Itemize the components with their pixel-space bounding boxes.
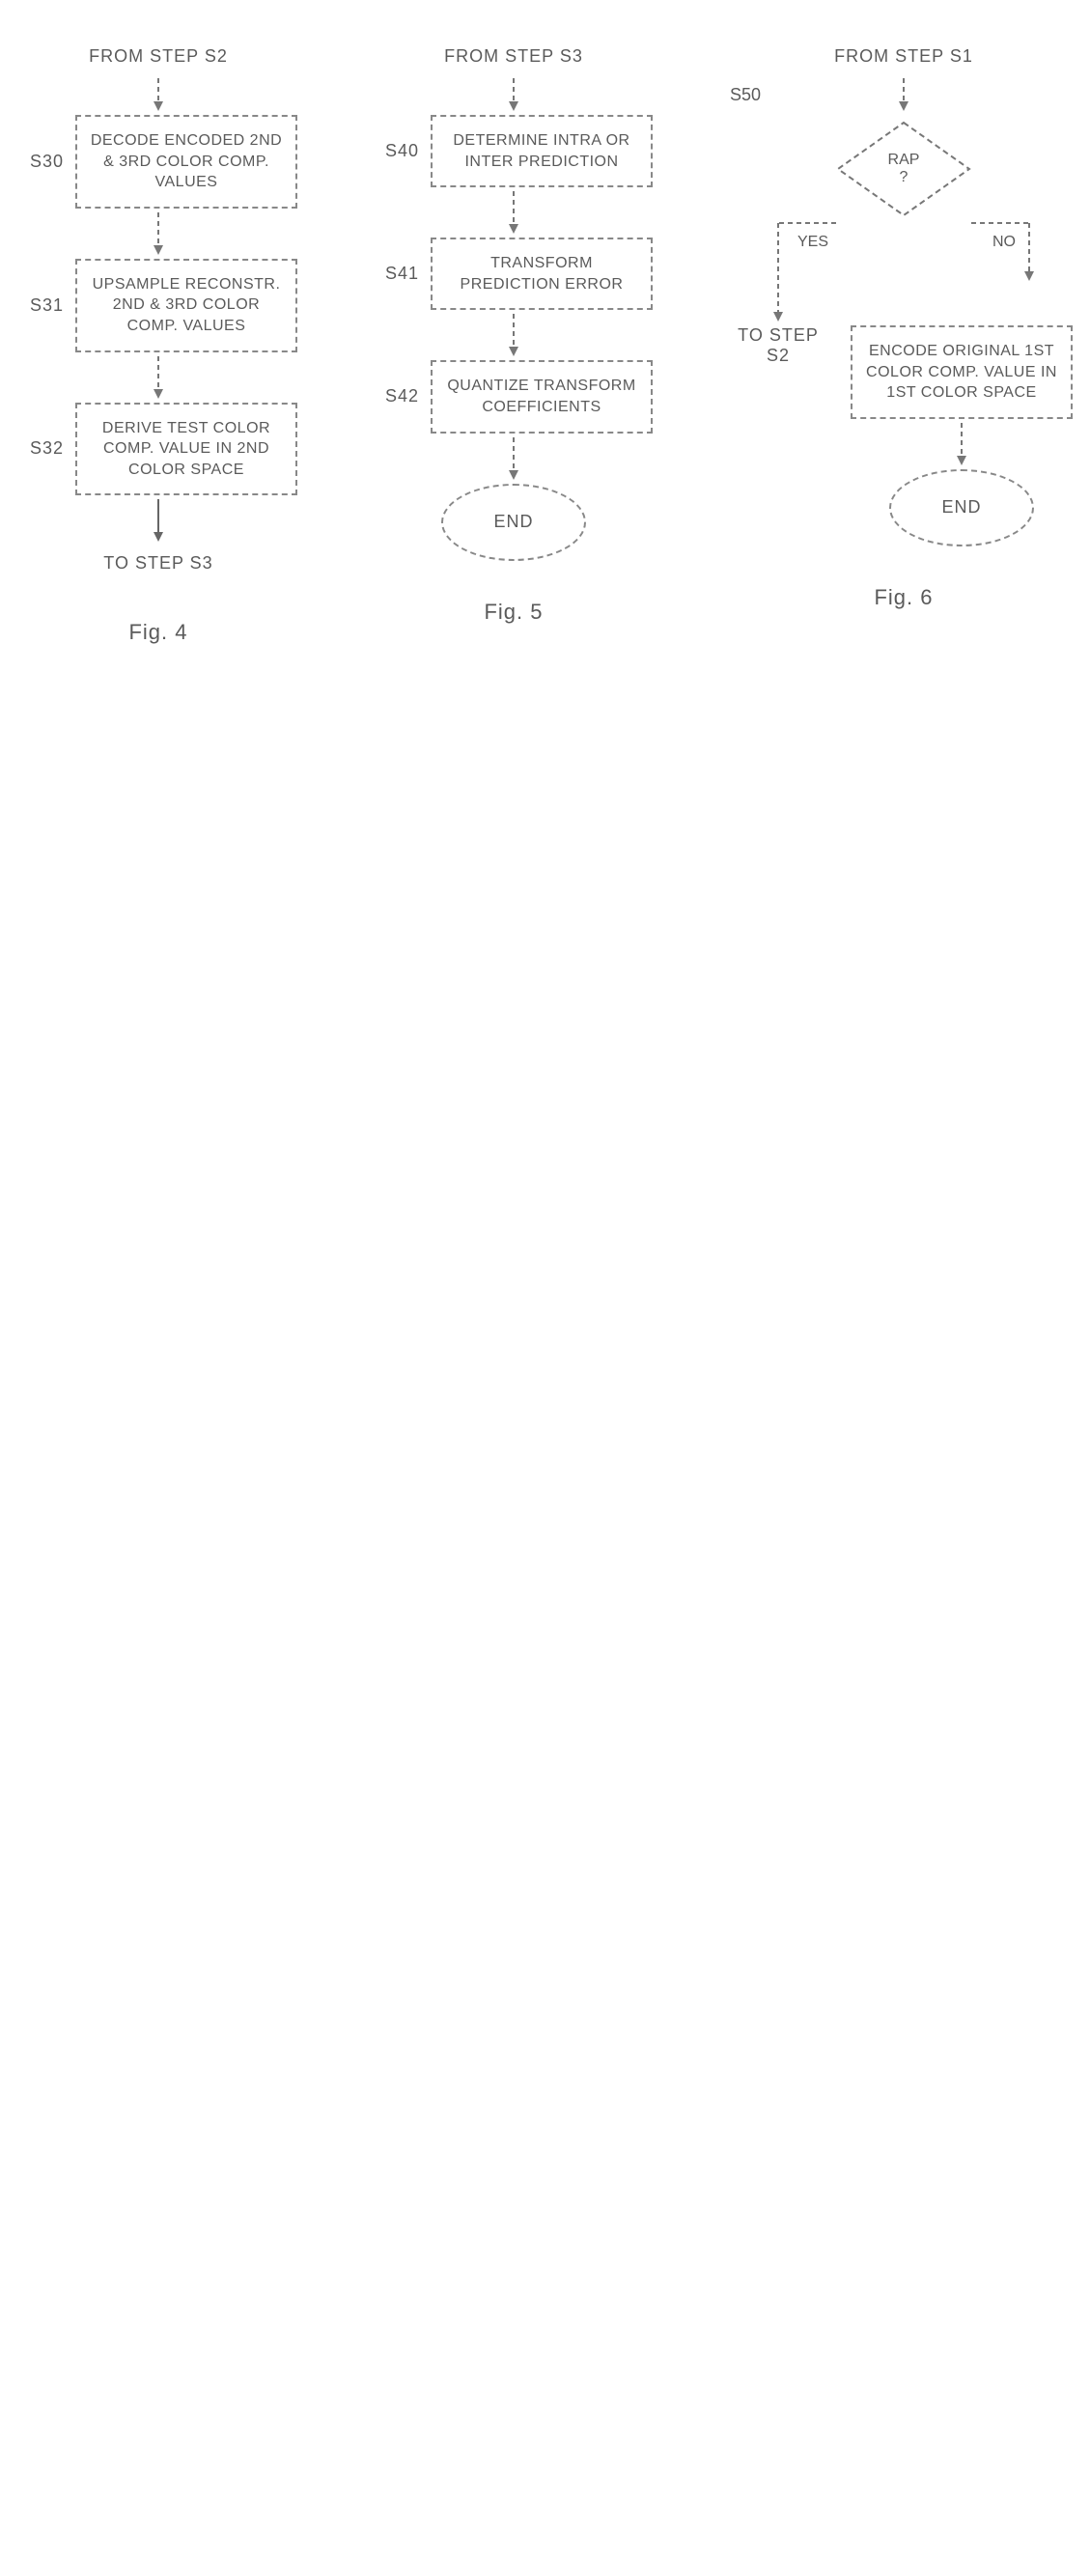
decision-diamond: RAP ? (836, 121, 971, 217)
step-id: S41 (375, 264, 419, 284)
step-id: S50 (730, 85, 761, 105)
arrow-icon (513, 314, 515, 356)
fig6-container: FROM STEP S1 S50 RAP ? (730, 39, 1077, 610)
step-id: S32 (19, 438, 64, 459)
process-box: QUANTIZE TRANSFORM COEFFICIENTS (431, 360, 653, 433)
arrow-icon (961, 423, 963, 465)
process-box: DECODE ENCODED 2ND & 3RD COLOR COMP. VAL… (75, 115, 297, 209)
process-box: DETERMINE INTRA OR INTER PREDICTION (431, 115, 653, 187)
decision-text: RAP (888, 152, 920, 169)
arrow-icon (903, 78, 905, 111)
arrow-icon (513, 191, 515, 234)
step-row: S30 DECODE ENCODED 2ND & 3RD COLOR COMP.… (19, 115, 297, 209)
flowchart-fig5: FROM STEP S3 S40 DETERMINE INTRA OR INTE… (375, 39, 653, 645)
process-box: ENCODE ORIGINAL 1ST COLOR COMP. VALUE IN… (851, 325, 1073, 419)
arrow-icon (157, 499, 159, 542)
yes-label: YES (797, 234, 828, 250)
page: FROM STEP S2 S30 DECODE ENCODED 2ND & 3R… (19, 39, 1071, 645)
step-row: S40 DETERMINE INTRA OR INTER PREDICTION (375, 115, 653, 187)
step-row: S42 QUANTIZE TRANSFORM COEFFICIENTS (375, 360, 653, 433)
step-id: S31 (19, 295, 64, 316)
terminator-end: END (889, 469, 1034, 546)
outlet-label: TO STEP S3 (103, 553, 212, 574)
process-box: UPSAMPLE RECONSTR. 2ND & 3RD COLOR COMP.… (75, 259, 297, 352)
step-id: S42 (375, 386, 419, 406)
terminator-end: END (441, 484, 586, 561)
arrow-icon (157, 212, 159, 255)
arrow-icon (157, 78, 159, 111)
decision-q: ? (900, 169, 908, 186)
figure-caption: Fig. 4 (128, 620, 187, 645)
step-row: S41 TRANSFORM PREDICTION ERROR (375, 238, 653, 310)
step-row: S31 UPSAMPLE RECONSTR. 2ND & 3RD COLOR C… (19, 259, 297, 352)
inlet-label: FROM STEP S2 (89, 46, 228, 67)
arrow-icon (157, 356, 159, 399)
no-label: NO (992, 234, 1016, 250)
inlet-label: FROM STEP S3 (444, 46, 583, 67)
inlet-label: FROM STEP S1 (834, 46, 973, 67)
flowchart-fig4: FROM STEP S2 S30 DECODE ENCODED 2ND & 3R… (19, 39, 297, 645)
branch-connectors: YES NO (730, 217, 1077, 343)
step-id: S30 (19, 152, 64, 172)
arrow-icon (513, 437, 515, 480)
process-box: TRANSFORM PREDICTION ERROR (431, 238, 653, 310)
process-box: DERIVE TEST COLOR COMP. VALUE IN 2ND COL… (75, 403, 297, 496)
step-row: S32 DERIVE TEST COLOR COMP. VALUE IN 2ND… (19, 403, 297, 496)
step-id: S40 (375, 141, 419, 161)
figure-caption: Fig. 5 (484, 600, 543, 625)
figure-caption: Fig. 6 (730, 585, 1077, 610)
arrow-icon (513, 78, 515, 111)
flowchart-fig6: FROM STEP S1 S50 RAP ? (730, 39, 1077, 645)
